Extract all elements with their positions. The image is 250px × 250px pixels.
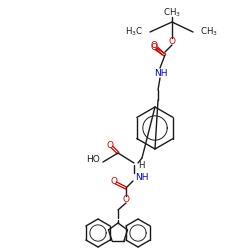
Text: NH: NH (135, 172, 149, 182)
Text: HO: HO (86, 156, 100, 164)
Text: O: O (106, 140, 114, 149)
Text: H$_3$C: H$_3$C (125, 26, 143, 38)
Text: O: O (150, 42, 158, 51)
Text: CH$_3$: CH$_3$ (200, 26, 218, 38)
Text: O: O (110, 178, 117, 186)
Text: O: O (122, 194, 130, 203)
Text: H: H (138, 162, 144, 170)
Text: NH: NH (154, 68, 168, 78)
Text: CH$_3$: CH$_3$ (163, 7, 181, 19)
Text: O: O (150, 42, 158, 50)
Text: O: O (168, 36, 175, 46)
